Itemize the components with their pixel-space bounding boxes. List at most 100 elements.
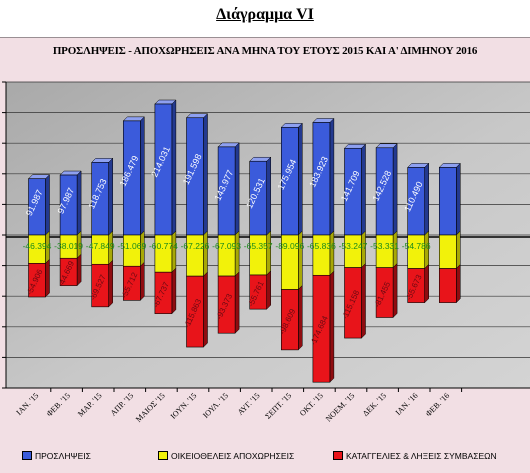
bar-hires-top [312, 118, 335, 123]
bar-dismissals-side [456, 263, 461, 304]
bar-hires-side [329, 117, 335, 236]
bar-hires-top [91, 158, 114, 163]
bar-dismissals [249, 274, 267, 310]
data-label-voluntary: -65.357 [244, 241, 273, 251]
x-tick-label: ΙΟΥΝ. '15 [169, 391, 199, 421]
bar-dismissals-side [140, 261, 145, 301]
bar-dismissals-side [203, 271, 208, 348]
bar-voluntary-exits-side [456, 230, 461, 270]
legend-label-dismissals: ΚΑΤΑΓΓΕΛΙΕΣ & ΛΗΞΕΙΣ ΣΥΜΒΑΣΕΩΝ [346, 451, 497, 461]
legend: ΠΡΟΣΛΗΨΕΙΣ ΟΙΚΕΙΟΘΕΛΕΙΣ ΑΠΟΧΩΡΗΣΕΙΣ ΚΑΤΑ… [0, 447, 530, 465]
bar-dismissals-side [424, 263, 429, 304]
bar-dismissals-side [45, 258, 50, 298]
bar-dismissals [407, 268, 426, 303]
bar-voluntary-exits-side [203, 230, 208, 277]
bar-hires-top [217, 142, 240, 148]
bar-hires-top [27, 174, 51, 179]
bar-dismissals [59, 257, 78, 286]
data-label-voluntary: -46.394 [23, 241, 52, 251]
x-tick-label: ΦΕΒ. '15 [45, 391, 72, 418]
chart-title: ΠΡΟΣΛΗΨΕΙΣ - ΑΠΟΧΩΡΗΣΕΙΣ ΑΝΑ ΜΗΝΑ ΤΟΥ ΕΤ… [52, 45, 478, 57]
bar-dismissals [154, 271, 173, 314]
bar-hires-side [76, 170, 82, 236]
bar-dismissals-side [329, 270, 335, 383]
data-label-voluntary: -53.247 [339, 241, 368, 251]
data-label-voluntary: -65.836 [307, 241, 336, 251]
legend-swatch-voluntary [158, 451, 168, 460]
x-tick-label: ΣΕΠΤ. '15 [263, 391, 293, 421]
bar-hires-side [108, 157, 113, 236]
x-tick-label: ΜΑΙΟΣ '15 [134, 391, 167, 424]
bar-hires-side [171, 99, 177, 236]
bar-hires-side [392, 143, 398, 236]
data-label-voluntary: -89.096 [275, 241, 304, 251]
bar-hires-side [266, 156, 271, 236]
x-tick-label: ΙΑΝ. '16 [394, 391, 420, 417]
bar-hires-top [343, 144, 367, 149]
legend-swatch-hires [22, 451, 32, 460]
bar-hires-side [361, 143, 366, 236]
bar-hires-top [249, 156, 272, 162]
bar-dismissals [28, 263, 46, 298]
bar-dismissals-side [171, 267, 177, 315]
bar-dismissals-side [298, 284, 303, 351]
bar-dismissals-side [392, 263, 398, 319]
bar-dismissals [186, 275, 204, 348]
bar-hires-side [140, 116, 145, 236]
legend-item-dismissals: ΚΑΤΑΓΓΕΛΙΕΣ & ΛΗΞΕΙΣ ΣΥΜΒΑΣΕΩΝ [333, 451, 497, 461]
bar-dismissals-side [266, 270, 271, 310]
bar-hires-top [375, 143, 398, 149]
x-tick-label: ΜΑΡ. '15 [76, 391, 104, 419]
bar-hires-side [424, 162, 429, 236]
bar-dismissals-side [108, 259, 113, 308]
bar-voluntary-exits-side [171, 230, 177, 273]
x-tick-label: ΟΚΤ. '15 [298, 391, 325, 418]
bar-dismissals [91, 263, 109, 308]
data-label-voluntary: -38.019 [54, 241, 83, 251]
bar-hires-side [298, 122, 303, 236]
bar-dismissals [123, 265, 141, 301]
bar-hires-side [234, 142, 240, 236]
bar-dismissals [344, 267, 362, 339]
data-label-voluntary: -60.774 [149, 241, 178, 251]
x-tick-label: ΔΕΚ. '15 [361, 391, 388, 418]
bar-dismissals [217, 275, 236, 334]
bar-hires-top [407, 163, 430, 168]
bar-hires-side [203, 113, 208, 236]
legend-item-hires: ΠΡΟΣΛΗΨΕΙΣ [22, 451, 91, 461]
figure-title: Διάγραμμα VI [216, 6, 314, 23]
bar-voluntary-exits [438, 234, 457, 269]
data-label-voluntary: -51.069 [117, 241, 146, 251]
bar-hires-top [280, 123, 303, 128]
x-tick-label: ΙΑΝ. '15 [14, 391, 40, 417]
x-tick-label: ΦΕΒ. '16 [424, 391, 451, 418]
bar-voluntary-exits-side [329, 230, 335, 276]
bar-voluntary-exits-side [234, 230, 240, 277]
x-tick-label: ΝΟΕΜ. '15 [324, 391, 357, 424]
bar-dismissals-side [76, 253, 82, 287]
data-label-voluntary: -47.849 [86, 241, 115, 251]
data-label-voluntary: -67.226 [181, 241, 210, 251]
bar-voluntary-exits-side [298, 230, 303, 291]
bar-voluntary-exits-side [266, 230, 271, 276]
bar-dismissals [375, 267, 394, 318]
legend-item-voluntary: ΟΙΚΕΙΟΘΕΛΕΙΣ ΑΠΟΧΩΡΗΣΕΙΣ [158, 451, 294, 461]
x-tick-label: ΑΠΡ. '15 [109, 391, 136, 418]
data-label-voluntary: -67.093 [212, 241, 241, 251]
bar-hires-side [456, 162, 461, 236]
bar-hires-top [154, 99, 177, 105]
bar-hires-top [122, 116, 145, 122]
bar-voluntary-exits [375, 234, 394, 268]
bar-hires-top [59, 170, 82, 176]
legend-label-voluntary: ΟΙΚΕΙΟΘΕΛΕΙΣ ΑΠΟΧΩΡΗΣΕΙΣ [171, 451, 295, 461]
data-label-voluntary: -54.786 [402, 241, 431, 251]
bar-dismissals-side [361, 262, 366, 339]
bar-dismissals [280, 289, 299, 351]
legend-swatch-dismissals [333, 451, 343, 460]
bar-hires-side [45, 174, 50, 236]
x-tick-label: ΑΥΓ. '15 [236, 391, 262, 417]
legend-label-hires: ΠΡΟΣΛΗΨΕΙΣ [35, 451, 91, 461]
bar-dismissals [438, 268, 457, 303]
bar-dismissals [312, 274, 331, 383]
